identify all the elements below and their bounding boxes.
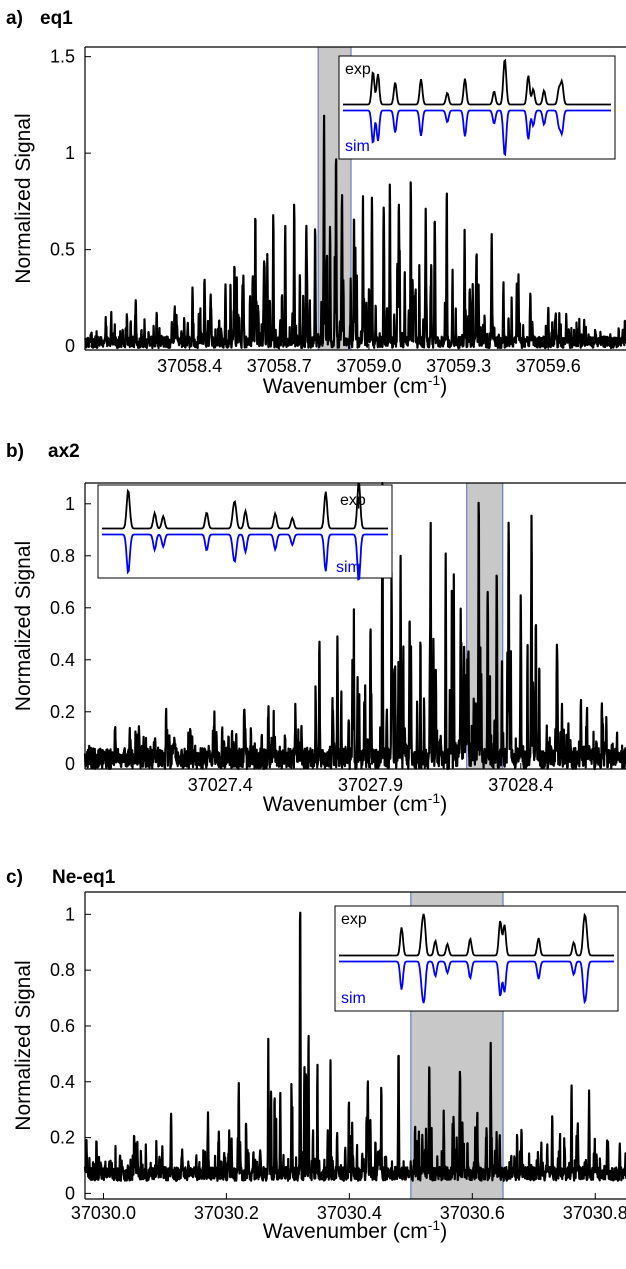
x-tick-label: 37030.0 [71,1203,136,1223]
inset-legend-exp: exp [340,492,366,509]
y-tick-label: 0 [65,1183,75,1203]
y-tick-label: 0 [65,754,75,774]
inset-legend-sim: sim [345,138,370,155]
y-tick-label: 0.4 [50,1072,75,1092]
x-tick-label: 37030.4 [317,1203,382,1223]
panel-b: 0 0.2 0.4 0.6 0.8 1 37027.4 37027.9 37028.4 Norma… [0,435,626,860]
chart-title: ax2 [48,441,80,462]
inset-exp-trace [343,58,611,106]
y-tick-label: 1 [65,494,75,514]
x-tick-label: 37058.7 [247,356,312,376]
y-tick-label: 0.8 [50,960,75,980]
inset-sim-trace [102,533,388,581]
inset-box [334,905,619,1012]
x-axis-label: Wavenumber (cm-1) [263,790,447,816]
y-tick-label: 1 [65,904,75,924]
inset-legend-sim: sim [336,559,361,576]
spectrum-trace [83,911,626,1182]
y-axis-label: Normalized Signal [12,541,35,711]
x-axis-label: Wavenumber (cm-1) [263,1217,447,1243]
inset-sim-trace [343,109,611,157]
inset-box [97,484,393,579]
y-tick-label: 1 [65,143,75,163]
chart-ne-eq1: 0 0.2 0.4 0.6 0.8 1 37030.0 37030.2 37030.4 37030… [12,891,626,1243]
x-tick-label: 37027.4 [188,775,253,795]
y-axis-label: Normalized Signal [12,113,35,283]
x-tick-label: 37059.6 [516,356,581,376]
x-tick-label: 37030.8 [563,1203,626,1223]
panel-a: 0 0.5 1 1.5 37058.4 37058.7 37059.0 37059.3 3705… [0,0,626,425]
chart-eq1: 0 0.5 1 1.5 37058.4 37058.7 37059.0 37059.3 3705… [12,46,626,398]
panel-label: b) [6,441,24,462]
x-tick-label: 37030.6 [440,1203,505,1223]
y-tick-label: 0.6 [50,1016,75,1036]
y-tick-label: 0.8 [50,546,75,566]
x-tick-label: 37059.3 [426,356,491,376]
y-tick-label: 0.6 [50,598,75,618]
chart-title: eq1 [40,8,73,29]
inset-exp-trace [339,912,614,957]
chart-title: Ne-eq1 [52,867,116,888]
spectrum-trace [84,114,626,350]
y-tick-label: 0.2 [50,702,75,722]
y-tick-label: 0.2 [50,1128,75,1148]
panel-label: c) [6,867,23,888]
inset-legend-sim: sim [341,990,366,1007]
inset-exp-trace [102,482,388,530]
inset-legend-exp: exp [341,911,367,928]
inset-box [338,55,616,160]
x-tick-label: 37058.4 [157,356,222,376]
inset-sim-trace [339,960,614,1005]
panel-c: 0 0.2 0.4 0.6 0.8 1 37030.0 37030.2 37030.4 37030… [0,862,626,1269]
x-tick-label: 37059.0 [336,356,401,376]
y-tick-label: 0.4 [50,650,75,670]
y-axis-label: Normalized Signal [12,960,35,1130]
y-tick-label: 1.5 [50,47,75,67]
x-tick-label: 37030.2 [194,1203,259,1223]
y-tick-label: 0 [65,336,75,356]
inset-legend-exp: exp [345,61,371,78]
chart-ax2: 0 0.2 0.4 0.6 0.8 1 37027.4 37027.9 37028.4 Norma… [12,481,626,816]
x-axis-label: Wavenumber (cm-1) [263,372,447,398]
y-tick-label: 0.5 [50,240,75,260]
x-tick-label: 37028.4 [488,775,553,795]
panel-label: a) [6,8,23,29]
x-tick-label: 37027.9 [338,775,403,795]
